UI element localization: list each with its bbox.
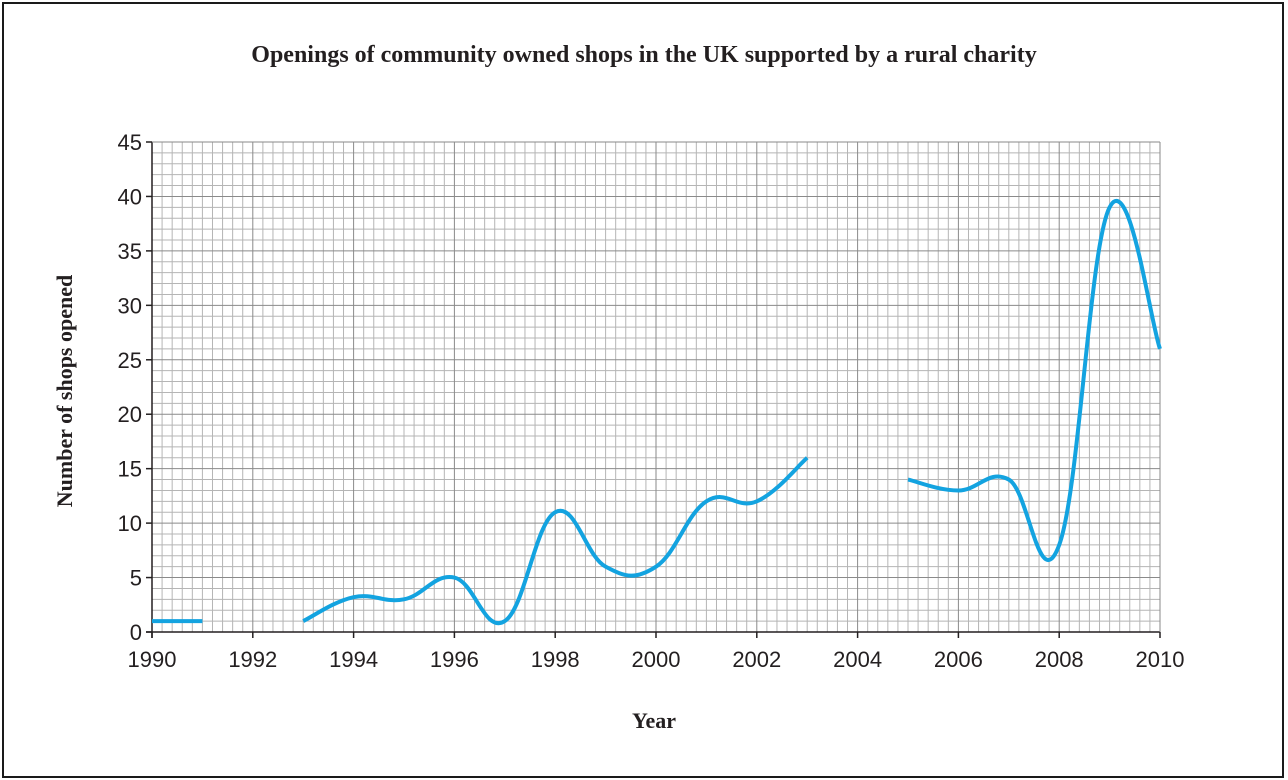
y-tick-labels: 0 5 10 15 20 25 30 35 40 45 — [118, 130, 152, 645]
x-tick-label: 1998 — [531, 647, 580, 672]
x-tick-label: 1994 — [329, 647, 378, 672]
y-tick-label: 25 — [118, 348, 142, 373]
x-tick-label: 2008 — [1035, 647, 1084, 672]
x-tick-labels: 1990 1992 1994 1996 1998 2000 2002 2004 2006 2008… — [128, 632, 1185, 672]
x-tick-label: 2006 — [934, 647, 983, 672]
series-lines — [152, 198, 1162, 626]
chart-title: Openings of community owned shops in the… — [251, 42, 1037, 68]
series-line-segment — [907, 198, 1162, 562]
axes — [146, 141, 1161, 638]
x-tick-label: 1992 — [228, 647, 277, 672]
x-tick-label: 2010 — [1136, 647, 1185, 672]
x-tick-label: 2004 — [833, 647, 882, 672]
y-tick-label: 40 — [118, 184, 142, 209]
series-line-segment — [302, 456, 809, 626]
y-tick-label: 0 — [130, 620, 142, 645]
y-tick-label: 35 — [118, 239, 142, 264]
y-tick-label: 20 — [118, 402, 142, 427]
y-tick-label: 10 — [118, 511, 142, 536]
x-tick-label: 1990 — [128, 647, 177, 672]
minor-grid — [152, 142, 1160, 632]
y-tick-label: 45 — [118, 130, 142, 155]
y-tick-label: 5 — [130, 566, 142, 591]
y-tick-label: 15 — [118, 457, 142, 482]
x-tick-label: 2000 — [632, 647, 681, 672]
y-tick-label: 30 — [118, 293, 142, 318]
x-axis-label: Year — [632, 708, 676, 733]
x-tick-label: 2002 — [732, 647, 781, 672]
x-tick-label: 1996 — [430, 647, 479, 672]
